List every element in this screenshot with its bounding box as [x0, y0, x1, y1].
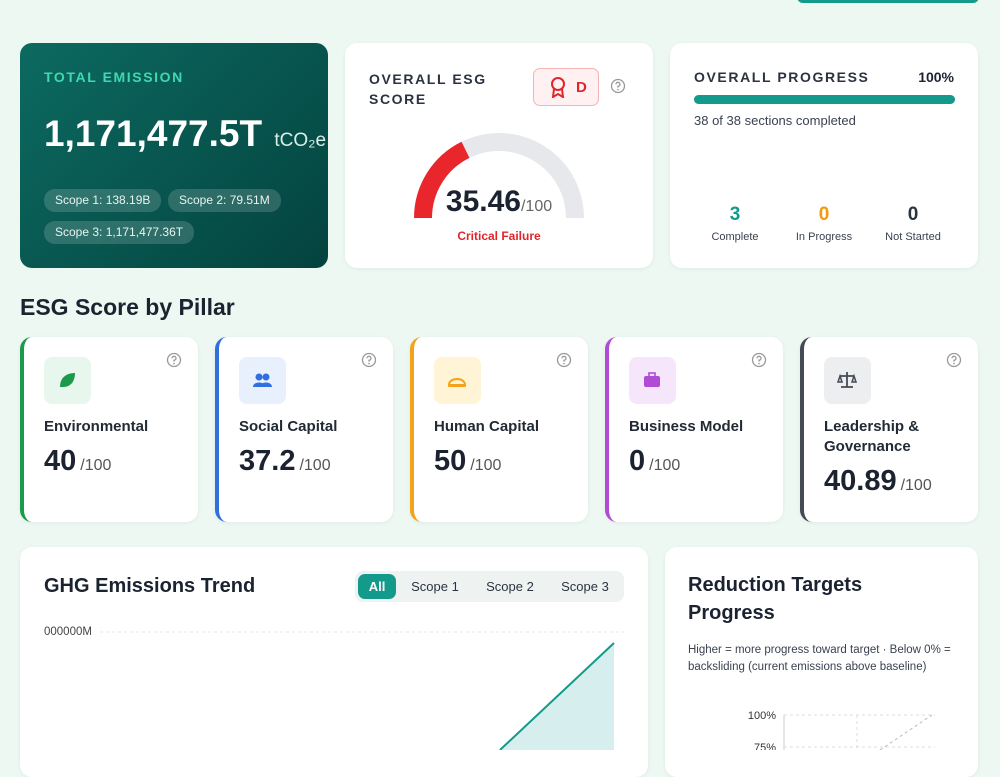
score-max: /100: [470, 457, 502, 474]
ribbon-icon: [551, 77, 565, 98]
scope-pill: Scope 3: 1,171,477.36T: [44, 221, 195, 244]
y-tick-label: 100%: [748, 710, 776, 722]
tab[interactable]: All: [358, 574, 396, 599]
tab[interactable]: Scope 3: [561, 579, 609, 594]
pillar-icon: [434, 357, 481, 404]
icon-glyph: [644, 372, 660, 387]
stat-label: Complete: [711, 231, 759, 243]
help-glyph: [751, 352, 767, 368]
score-value: 0: [629, 445, 646, 477]
progress-percent: 100%: [918, 69, 954, 85]
pillar-card: Business Model 0/100: [605, 337, 783, 522]
emission-unit: tCO₂e: [274, 130, 327, 151]
tab[interactable]: Scope 2: [486, 579, 534, 594]
score-max: /100: [649, 457, 681, 474]
emission-number: 1,171,477.5T: [44, 113, 263, 154]
esg-score-title: OVERALL ESG SCORE: [369, 71, 487, 107]
pillar-icon: [629, 357, 676, 404]
pillar-card: Environmental 40/100: [20, 337, 198, 522]
help-glyph: [166, 352, 182, 368]
help-glyph: [556, 352, 572, 368]
help-icon[interactable]: [946, 352, 962, 368]
gauge-value: [414, 141, 470, 219]
pillar-card: Social Capital 37.2/100: [215, 337, 393, 522]
score-value: 40: [44, 445, 77, 477]
score-max: /100: [520, 198, 553, 215]
pillar-name: Human Capital: [434, 418, 540, 435]
progress-track: [694, 95, 955, 104]
help-icon[interactable]: [361, 352, 377, 368]
reduction-note: Higher = more progress toward target · B…: [688, 644, 951, 673]
score-status: Critical Failure: [457, 229, 541, 243]
section-heading: ESG Score by Pillar: [20, 294, 235, 320]
ghg-title: GHG Emissions Trend: [44, 575, 256, 597]
reduction-card: Reduction Targets Progress Higher = more…: [665, 547, 978, 777]
icon-glyph: [447, 378, 467, 387]
reduction-title: Reduction Targets Progress: [688, 574, 863, 624]
pillar-score: 37.2/100: [239, 445, 331, 478]
progress-summary: 38 of 38 sections completed: [694, 113, 856, 128]
score-text: 35.46/100: [345, 185, 653, 219]
pillar-name: Environmental: [44, 418, 149, 435]
score-max: /100: [80, 457, 112, 474]
ghg-card: GHG Emissions Trend All Scope 1 Scope 2 Sco…: [20, 547, 648, 777]
icon-glyph: [60, 373, 75, 387]
pillar-name: Social Capital: [239, 418, 338, 435]
progress-bar: [694, 95, 955, 104]
grade-badge: D: [533, 68, 599, 106]
page: ESG Dashboard {"emission": {"title": "TO…: [20, 0, 979, 777]
help-glyph: [946, 352, 962, 368]
score-max: /100: [299, 457, 331, 474]
emission-value: 1,171,477.5T tCO₂e: [44, 113, 326, 155]
target-line: [879, 714, 933, 750]
help-glyph: [361, 352, 377, 368]
emission-card: TOTAL EMISSION 1,171,477.5T tCO₂e Scope …: [20, 43, 328, 268]
pillar-icon: [824, 357, 871, 404]
tab-group: All Scope 1 Scope 2 Scope 3: [355, 571, 624, 602]
gauge: [414, 133, 584, 219]
pillar-name: Business Model: [629, 418, 744, 435]
y-tick-label: 75%: [754, 742, 776, 750]
pillar-score: 0/100: [629, 445, 680, 478]
stat-count: 3: [729, 204, 741, 225]
help-icon[interactable]: [751, 352, 767, 368]
y-tick-label: 000000M: [44, 626, 92, 638]
pillar-card: Leadership & Governance 40.89/100: [800, 337, 978, 522]
pillar-card: Human Capital 50/100: [410, 337, 588, 522]
pillar-icon: [239, 357, 286, 404]
trend-line: [499, 642, 615, 750]
stat-label: Not Started: [885, 231, 941, 243]
pillar-icon: [44, 357, 91, 404]
icon-glyph: [836, 372, 858, 388]
stat-label: In Progress: [795, 231, 853, 243]
trend-chart: 000000M: [44, 626, 624, 750]
help-icon[interactable]: [556, 352, 572, 368]
top-button[interactable]: [797, 0, 979, 3]
help-icon[interactable]: [610, 78, 626, 94]
pillar-name: Leadership & Governance: [824, 418, 920, 455]
esg-score-card: OVERALL ESG SCORE D 35.46/100 Critical F…: [345, 43, 653, 268]
scope-pill: Scope 1: 138.19B: [44, 189, 162, 212]
score-max: /100: [900, 477, 932, 494]
score: 35.46: [445, 185, 521, 218]
score-value: 50: [434, 445, 467, 477]
progress-title: OVERALL PROGRESS: [694, 69, 870, 85]
progress-card: OVERALL PROGRESS 100% 38 of 38 sections …: [670, 43, 978, 268]
scope-pill: Scope 2: 79.51M: [168, 189, 281, 212]
pillar-score: 50/100: [434, 445, 501, 478]
grade: D: [576, 79, 587, 96]
stat-count: 0: [907, 204, 919, 225]
emission-title: TOTAL EMISSION: [44, 69, 184, 85]
help-icon[interactable]: [166, 352, 182, 368]
score-value: 37.2: [239, 445, 296, 477]
pillar-score: 40/100: [44, 445, 111, 478]
score-value: 40.89: [824, 465, 897, 497]
stat-count: 0: [818, 204, 830, 225]
dashboard: TOTAL EMISSION 1,171,477.5T tCO₂e Scope …: [20, 0, 979, 777]
tab[interactable]: Scope 1: [411, 579, 459, 594]
pillar-score: 40.89/100: [824, 465, 932, 498]
icon-glyph: [253, 373, 272, 387]
reduction-chart: 100% 75%: [748, 710, 935, 750]
